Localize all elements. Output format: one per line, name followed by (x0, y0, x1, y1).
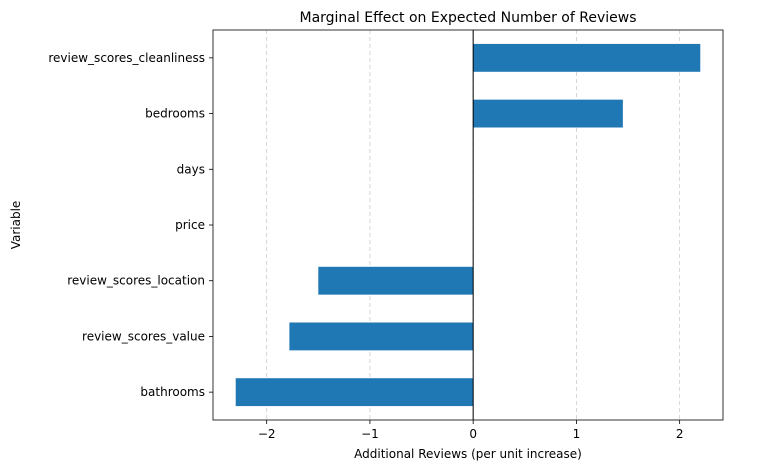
ticks-layer: −2 −1 0 1 2 review_scores_cleanliness bedrooms… (48, 51, 683, 441)
bar-review-scores-location (318, 266, 474, 295)
y-tick-label-days: days (177, 162, 205, 176)
x-tick-label-1: −1 (361, 427, 379, 441)
y-tick-label-review-scores-cleanliness: review_scores_cleanliness (48, 51, 205, 65)
x-axis-label: Additional Reviews (per unit increase) (354, 447, 582, 461)
x-tick-label-2: 0 (469, 427, 477, 441)
x-tick-label-4: 2 (676, 427, 684, 441)
bar-bedrooms (473, 99, 623, 128)
bar-bathrooms (235, 378, 474, 407)
y-tick-label-price: price (175, 218, 205, 232)
y-tick-label-bathrooms: bathrooms (140, 385, 205, 399)
bar-review-scores-cleanliness (473, 43, 701, 72)
chart-title: Marginal Effect on Expected Number of Re… (299, 10, 636, 26)
bar-review-scores-value (289, 322, 474, 351)
y-tick-label-bedrooms: bedrooms (145, 107, 205, 121)
x-tick-label-0: −2 (258, 427, 276, 441)
x-tick-label-3: 1 (573, 427, 581, 441)
axes-layer (212, 29, 724, 421)
y-axis-label: Variable (9, 201, 23, 250)
y-tick-label-review-scores-location: review_scores_location (67, 274, 205, 288)
y-tick-label-review-scores-value: review_scores_value (82, 329, 205, 343)
plot-frame (212, 29, 724, 421)
bars-layer (235, 43, 701, 407)
